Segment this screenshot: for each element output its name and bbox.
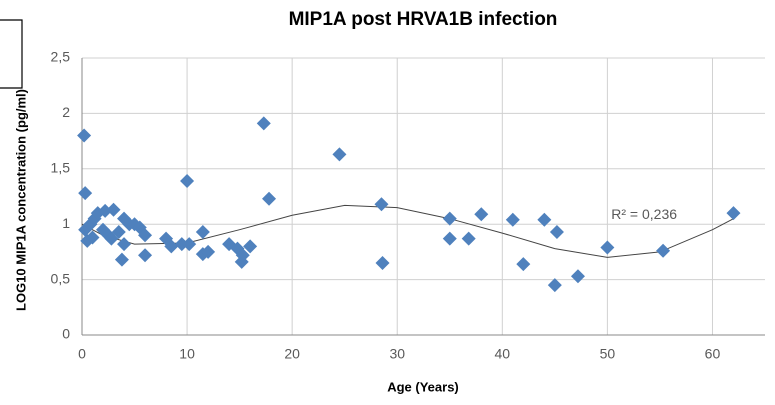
data-point — [182, 237, 197, 252]
data-point — [201, 244, 216, 259]
data-point — [600, 240, 615, 255]
y-axis-title: LOG10 MIP1A concentration (pg/ml) — [13, 89, 28, 311]
frame-artifact — [0, 19, 23, 89]
data-point — [106, 202, 121, 217]
data-point — [442, 231, 457, 246]
data-point — [138, 228, 153, 243]
x-tick-label: 0 — [78, 346, 86, 362]
trendline — [81, 204, 734, 258]
x-tick-label: 50 — [600, 346, 616, 362]
y-tick-label: 2 — [62, 104, 70, 120]
y-tick-label: 1,5 — [51, 160, 71, 176]
y-tick-label: 0,5 — [51, 270, 71, 286]
data-point — [78, 186, 93, 201]
data-point — [85, 230, 100, 245]
data-point — [117, 237, 132, 252]
data-point — [656, 243, 671, 258]
data-point — [174, 237, 189, 252]
data-point — [474, 207, 489, 222]
data-point — [77, 128, 92, 143]
data-point — [262, 191, 277, 206]
y-tick-label: 1 — [62, 215, 70, 231]
data-point — [195, 224, 210, 239]
data-point — [111, 224, 126, 239]
chart-title: MIP1A post HRVA1B infection — [289, 9, 558, 30]
data-point — [375, 255, 390, 270]
x-axis-title: Age (Years) — [387, 379, 459, 394]
data-point — [442, 211, 457, 226]
data-point — [547, 278, 562, 293]
r-squared-label: R² = 0,236 — [611, 206, 677, 222]
data-point — [104, 231, 119, 246]
data-point — [516, 257, 531, 272]
y-tick-label: 0 — [62, 326, 70, 342]
data-point — [164, 239, 179, 254]
y-tick-label: 2,5 — [51, 49, 71, 65]
data-point — [243, 239, 258, 254]
data-point — [374, 197, 389, 212]
data-point — [235, 248, 250, 263]
data-point — [114, 252, 129, 267]
x-tick-label: 10 — [179, 346, 195, 362]
data-point — [726, 206, 741, 221]
data-point — [332, 147, 347, 162]
data-point — [461, 231, 476, 246]
data-point — [180, 173, 195, 188]
data-point — [537, 212, 552, 227]
data-point — [98, 203, 113, 218]
x-tick-label: 30 — [389, 346, 405, 362]
data-point — [138, 248, 153, 263]
data-point — [549, 224, 564, 239]
x-tick-label: 40 — [495, 346, 511, 362]
data-point — [256, 116, 271, 131]
data-point — [570, 269, 585, 284]
x-tick-label: 60 — [705, 346, 721, 362]
data-point — [505, 212, 520, 227]
x-tick-label: 20 — [284, 346, 300, 362]
